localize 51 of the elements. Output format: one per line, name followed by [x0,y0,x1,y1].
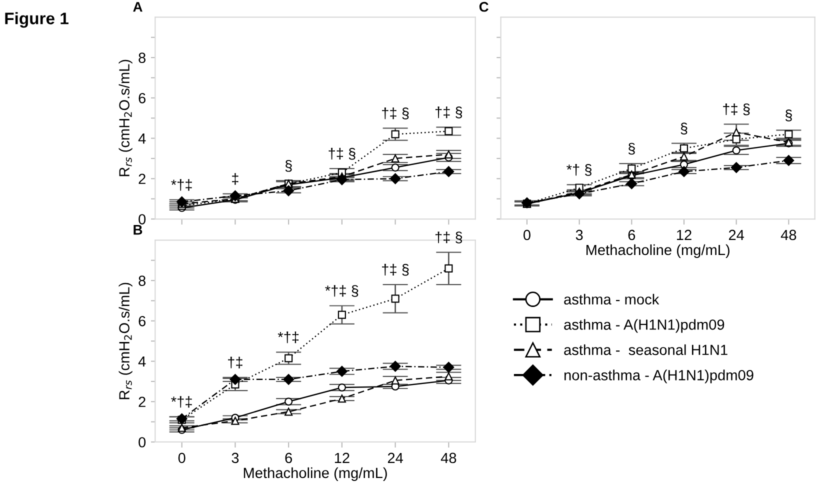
x-tick-label: 12 [334,452,350,463]
x-tick-label: 6 [628,230,636,240]
x-tick-label: 24 [728,230,744,240]
y-axis-title: R$_{rs}$ (cmH$_{2}$O.s/mL) [118,60,132,176]
x-tick-label: 3 [576,230,583,240]
annotation: †‡ § [382,108,409,120]
chart-title: B [134,225,142,235]
annotation: ‡ [232,173,238,185]
x-axis-title: Methacholine (mg/mL) [244,467,387,481]
annotation: †‡ § [435,106,462,118]
x-tick-label: 48 [440,452,456,464]
y-tick-label: 8 [138,52,146,63]
x-tick-label: 6 [285,452,292,464]
y-tick-label: 4 [138,356,146,367]
legend-label: asthma - A(H1N1)pdm09 [564,319,724,333]
legend-label: asthma - seasonal H1N1 [564,344,728,356]
chart-title: C [479,2,488,12]
annotation: § [285,160,292,172]
annotation: § [785,110,792,122]
annotation: †‡ § [723,103,750,116]
x-axis-title: Methacholine (mg/mL) [586,244,730,258]
x-tick-label: 0 [523,230,530,240]
y-tick-label: 4 [138,134,146,144]
chart-title: A [133,2,142,12]
x-tick-label: 24 [388,452,403,463]
y-tick-label: 6 [138,316,146,326]
y-tick-label: 2 [138,396,146,407]
y-tick-label: 2 [138,174,146,184]
annotation: *†‡ [278,332,299,344]
x-tick-label: 0 [178,452,186,464]
y-tick-label: 0 [138,214,146,224]
annotation: *† § [566,164,592,176]
annotation: †‡ [228,356,242,368]
y-tick-label: 8 [138,276,146,286]
annotation: *†‡ [171,396,192,408]
y-tick-label: 6 [138,93,146,104]
x-tick-label: 12 [677,230,692,240]
annotation: § [628,142,635,155]
y-axis-title: R$_{rs}$ (cmH$_{2}$O.s/mL) [118,282,132,400]
annotation: *†‡ § [325,285,358,297]
annotation: *†‡ [171,179,192,191]
legend-label: asthma - mock [564,294,660,305]
annotation: †‡ § [382,264,409,276]
annotation: § [680,122,688,134]
x-tick-label: 48 [780,230,796,240]
legend-label: non-asthma - A(H1N1)pdm09 [564,370,754,384]
x-tick-label: 3 [232,452,239,464]
annotation: †‡ § [328,148,356,160]
y-tick-label: 0 [138,437,146,448]
annotation: †‡ § [435,232,462,244]
caption: Figure 1 [5,12,68,28]
